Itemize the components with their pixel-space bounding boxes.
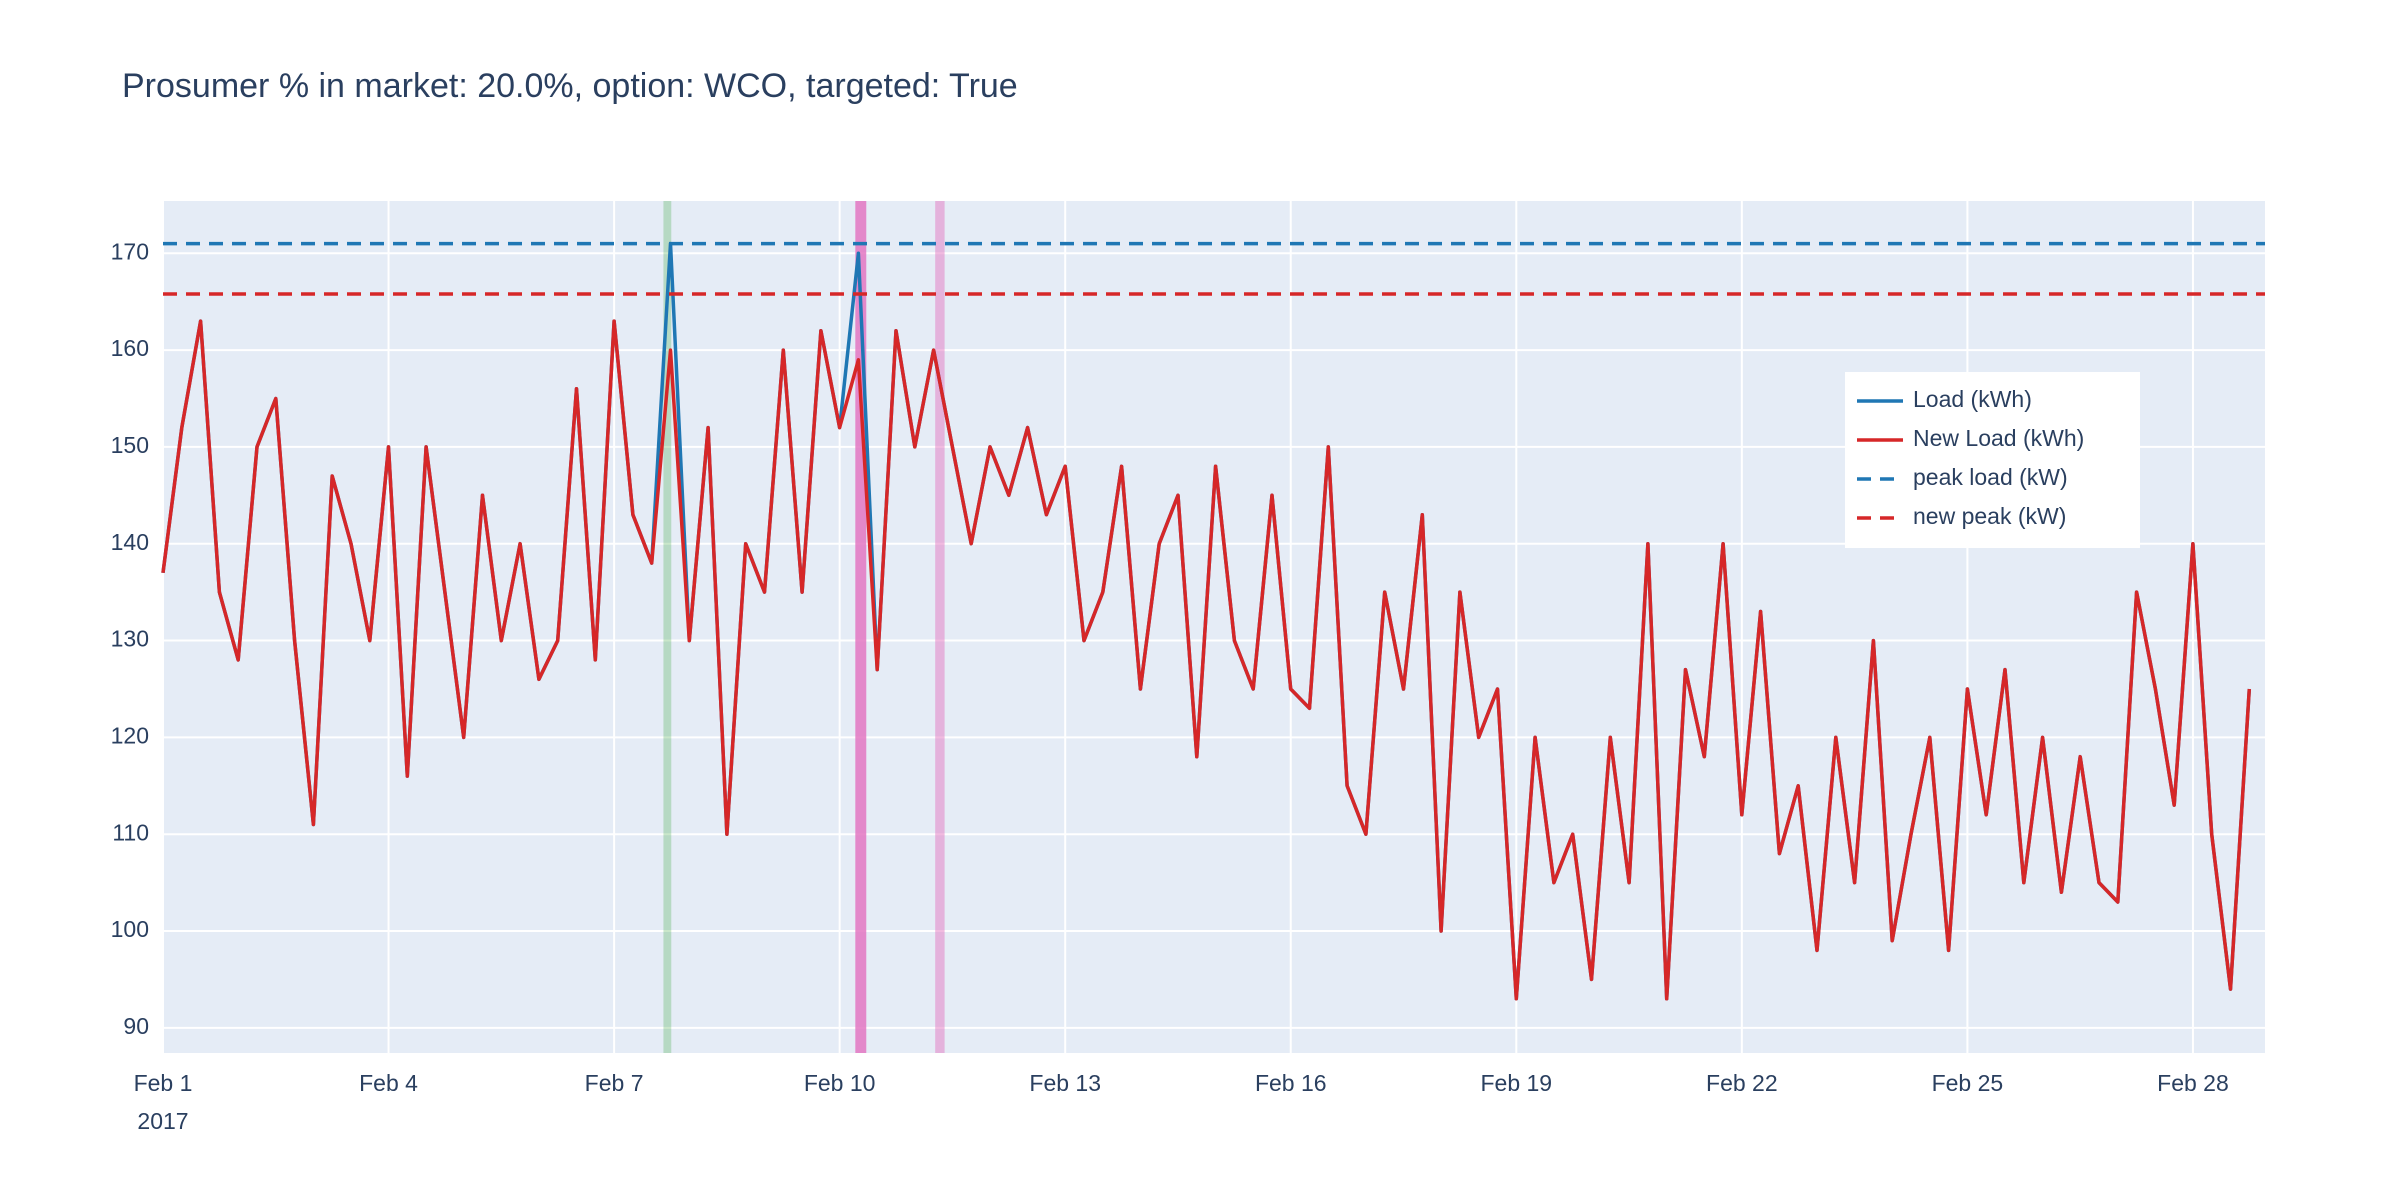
shaded-region: [935, 201, 945, 1053]
legend-label: new peak (kW): [1913, 503, 2066, 529]
y-tick-label: 90: [123, 1013, 149, 1039]
x-tick-label: Feb 4: [359, 1070, 418, 1096]
x-tick-label: Feb 1: [134, 1070, 193, 1096]
chart-title: Prosumer % in market: 20.0%, option: WCO…: [122, 67, 1018, 105]
y-tick-label: 120: [111, 722, 149, 748]
y-tick-label: 170: [111, 238, 149, 264]
x-tick-label: Feb 25: [1932, 1070, 2004, 1096]
x-tick-label: Feb 28: [2157, 1070, 2229, 1096]
legend-label: peak load (kW): [1913, 464, 2068, 490]
series-line: [161, 319, 2252, 1001]
x-tick-label: Feb 10: [804, 1070, 876, 1096]
y-tick-label: 160: [111, 335, 149, 361]
x-tick-label: Feb 7: [585, 1070, 644, 1096]
x-tick-label: Feb 22: [1706, 1070, 1778, 1096]
shaded-region: [663, 201, 672, 1053]
y-tick-label: 130: [111, 626, 149, 652]
x-year-label: 2017: [137, 1108, 188, 1134]
legend-label: Load (kWh): [1913, 386, 2032, 412]
plot-background: [163, 201, 2265, 1053]
y-tick-label: 100: [111, 916, 149, 942]
y-tick-label: 140: [111, 529, 149, 555]
x-tick-label: Feb 13: [1029, 1070, 1101, 1096]
shaded-region: [855, 201, 867, 1053]
y-tick-label: 150: [111, 432, 149, 458]
x-tick-label: Feb 19: [1480, 1070, 1552, 1096]
x-tick-label: Feb 16: [1255, 1070, 1327, 1096]
y-tick-label: 110: [112, 819, 149, 845]
legend-label: New Load (kWh): [1913, 425, 2084, 451]
